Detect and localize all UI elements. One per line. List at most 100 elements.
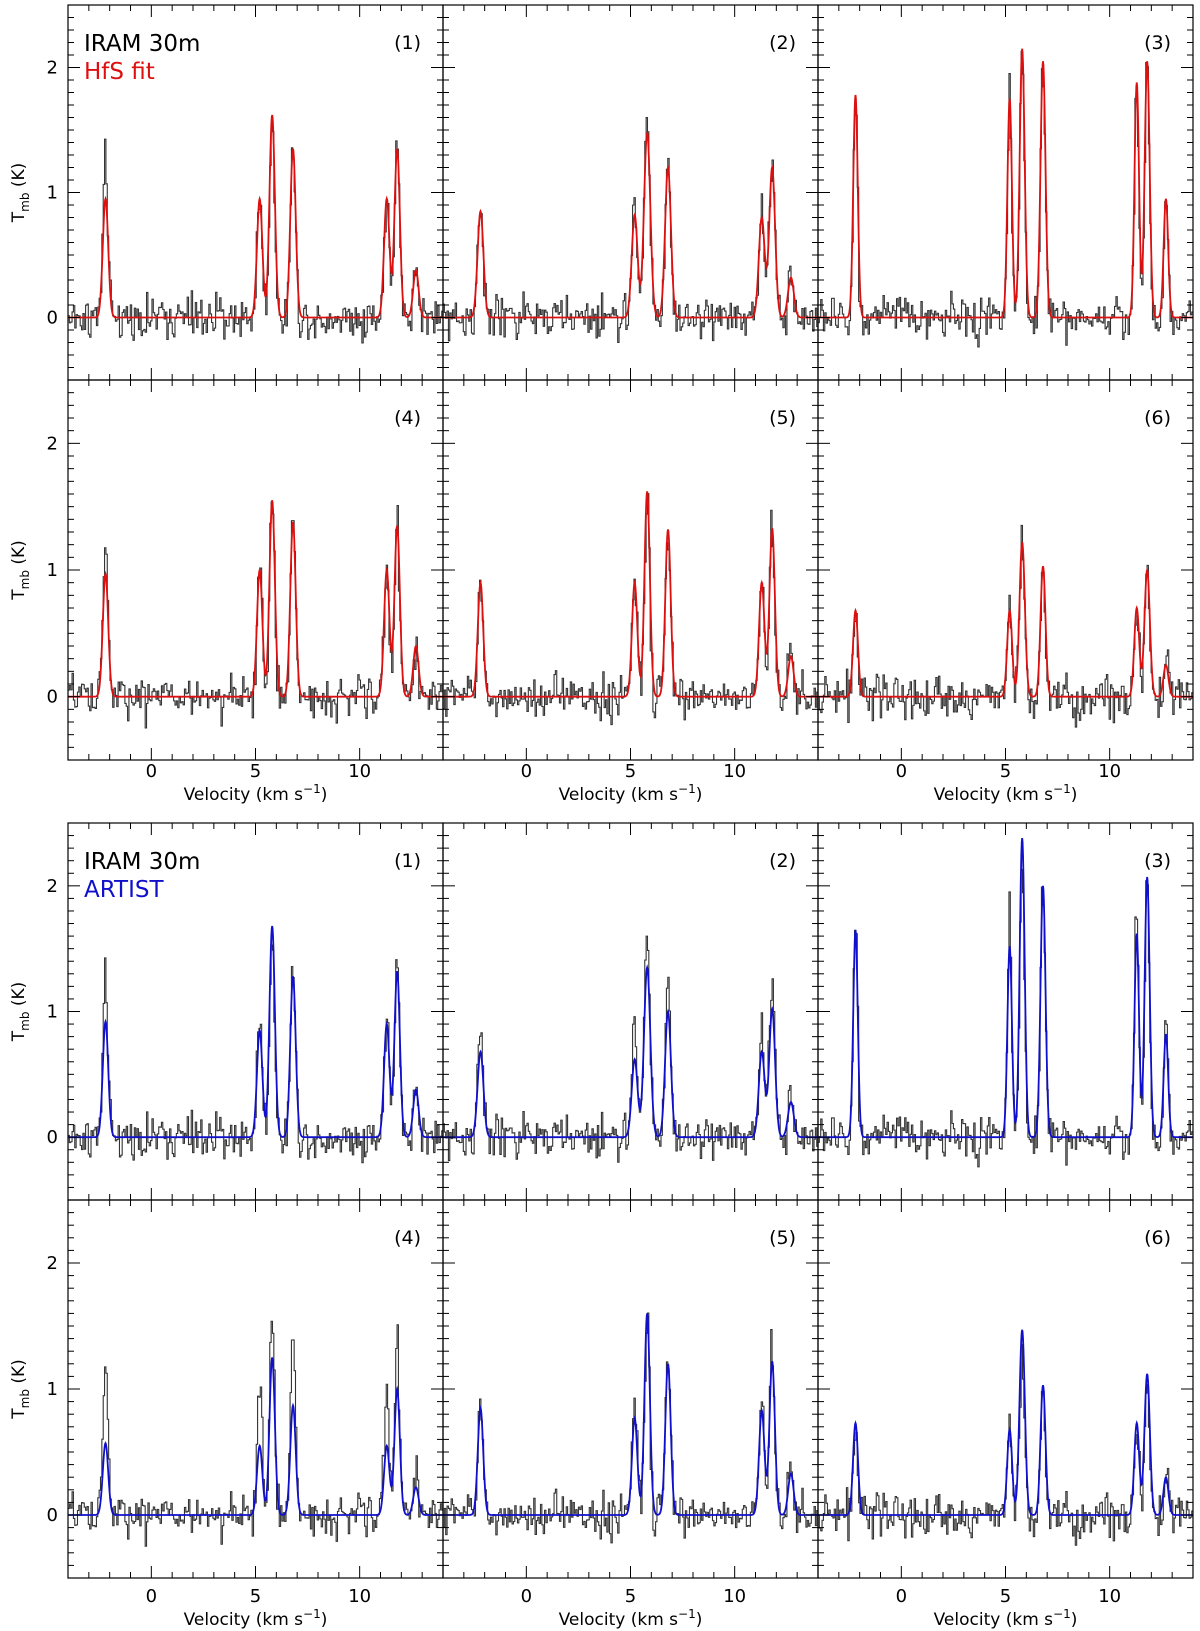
model-fit-line xyxy=(818,1329,1193,1516)
panel-plot-area xyxy=(68,500,443,729)
y-axis-label: Tmb (K) xyxy=(9,540,32,601)
panel-plot-area xyxy=(443,117,818,343)
y-tick-label: 1 xyxy=(47,560,58,581)
ticks xyxy=(442,379,819,761)
y-tick-label: 0 xyxy=(47,687,58,708)
model-fit-line xyxy=(818,541,1193,698)
model-fit-line xyxy=(68,114,443,319)
panel-frame xyxy=(442,1199,819,1579)
x-tick-label: 5 xyxy=(250,1586,261,1607)
spectrum-panel: (3) xyxy=(817,822,1194,1201)
model-fit-line xyxy=(443,964,818,1139)
spectrum-panel: (5) xyxy=(442,379,819,761)
y-tick-label: 0 xyxy=(47,1127,58,1148)
panel-frame xyxy=(817,822,1194,1201)
y-tick-label: 0 xyxy=(47,308,58,329)
model-fit-line xyxy=(818,837,1193,1139)
x-tick-label: 0 xyxy=(521,1586,532,1607)
y-tick-label: 2 xyxy=(47,433,58,454)
spectrum-panel: (3) xyxy=(817,4,1194,381)
x-tick-label: 5 xyxy=(1000,1586,1011,1607)
model-fit-line xyxy=(443,132,818,319)
spectrum-panel: 0 1 2 Tmb (K) (4) xyxy=(9,1199,444,1579)
panel-plot-area xyxy=(818,524,1193,728)
model-fit-line xyxy=(818,48,1193,319)
panel-plot-area xyxy=(443,1312,818,1544)
y-tick-label: 0 xyxy=(47,1505,58,1526)
panel-plot-area xyxy=(818,48,1193,348)
observed-spectrum xyxy=(443,493,818,726)
panel-label: (4) xyxy=(394,407,421,429)
observed-spectrum xyxy=(443,117,818,343)
panel-label: (4) xyxy=(394,1227,421,1249)
panel-plot-area xyxy=(443,491,818,726)
x-tick-label: 5 xyxy=(625,1586,636,1607)
panel-frame xyxy=(817,1199,1194,1579)
y-axis-label: Tmb (K) xyxy=(9,1359,32,1420)
x-tick-label: 0 xyxy=(521,761,532,782)
panel-plot-area xyxy=(818,1329,1193,1546)
panel-plot-area xyxy=(68,1320,443,1547)
panel-plot-area xyxy=(68,114,443,344)
x-axis-label: Velocity (km s−1) xyxy=(934,1607,1078,1630)
panel-label: (5) xyxy=(769,1227,796,1249)
ticks xyxy=(442,4,819,381)
x-tick-label: 10 xyxy=(1098,1586,1121,1607)
panel-frame xyxy=(817,379,1194,761)
panel-label: (6) xyxy=(1144,407,1171,429)
spectrum-panel: (6) xyxy=(817,379,1194,761)
spectrum-panel: 0 1 2 Tmb (K) (1) xyxy=(9,4,444,381)
x-tick-label: 5 xyxy=(625,761,636,782)
y-tick-label: 1 xyxy=(47,1379,58,1400)
x-tick-label: 0 xyxy=(896,761,907,782)
panel-label: (2) xyxy=(769,850,796,872)
panel-label: (1) xyxy=(394,850,421,872)
observed-spectrum xyxy=(818,868,1193,1168)
observed-spectrum xyxy=(68,944,443,1164)
model-fit-line xyxy=(68,925,443,1139)
observed-spectrum xyxy=(68,1320,443,1547)
model-fit-line xyxy=(68,1357,443,1516)
spectrum-panel: 0 1 2 Tmb (K) (4) xyxy=(9,379,444,761)
panel-frame xyxy=(442,4,819,381)
x-tick-label: 10 xyxy=(348,1586,371,1607)
ticks xyxy=(817,4,1194,381)
ticks xyxy=(817,379,1194,761)
ticks xyxy=(817,822,1194,1201)
x-tick-label: 5 xyxy=(1000,761,1011,782)
y-axis-label: Tmb (K) xyxy=(9,982,32,1043)
ticks xyxy=(442,1199,819,1579)
panel-label: (1) xyxy=(394,32,421,54)
observed-spectrum xyxy=(68,125,443,344)
y-tick-label: 2 xyxy=(47,876,58,897)
x-tick-label: 0 xyxy=(146,1586,157,1607)
x-axis-label: Velocity (km s−1) xyxy=(184,1607,328,1630)
ticks xyxy=(817,1199,1194,1579)
ticks xyxy=(442,822,819,1201)
spectrum-panel: (5) xyxy=(442,1199,819,1579)
observed-spectrum xyxy=(68,501,443,729)
x-axis-label: Velocity (km s−1) xyxy=(934,782,1078,805)
panel-label: (3) xyxy=(1144,32,1171,54)
x-tick-label: 10 xyxy=(348,761,371,782)
x-tick-label: 10 xyxy=(723,761,746,782)
x-tick-label: 5 xyxy=(250,761,261,782)
panel-frame xyxy=(442,822,819,1201)
observed-spectrum xyxy=(443,1312,818,1544)
legend-telescope: IRAM 30m xyxy=(84,31,200,57)
x-tick-label: 0 xyxy=(146,761,157,782)
hfs-block: 0 1 2 Tmb (K) (1) (2) (3) 0 1 2 Tmb (K) (4) (5) (6) 0 5… xyxy=(9,4,1194,805)
panel-plot-area xyxy=(443,935,818,1163)
panel-label: (3) xyxy=(1144,850,1171,872)
spectrum-panel: (2) xyxy=(442,4,819,381)
observed-spectrum xyxy=(443,935,818,1163)
panel-plot-area xyxy=(68,925,443,1164)
x-tick-label: 10 xyxy=(723,1586,746,1607)
panel-label: (5) xyxy=(769,407,796,429)
y-tick-label: 2 xyxy=(47,1253,58,1274)
ticks xyxy=(67,379,444,761)
panel-frame xyxy=(442,379,819,761)
ticks xyxy=(67,1199,444,1579)
y-tick-label: 1 xyxy=(47,183,58,204)
